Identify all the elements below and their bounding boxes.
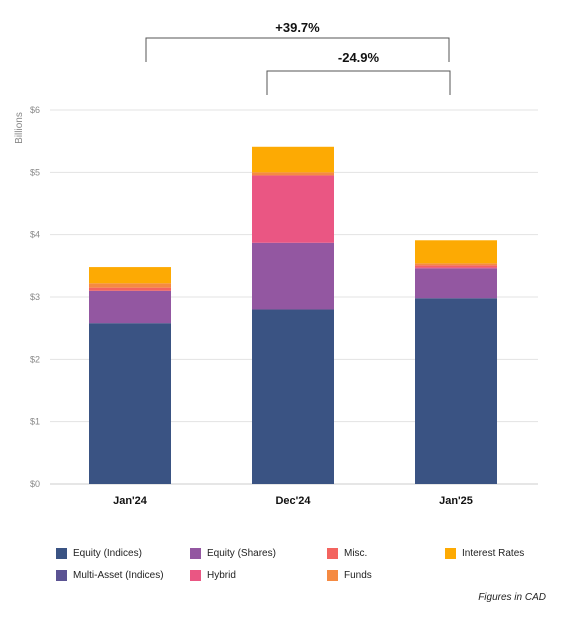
bar-segment: [252, 175, 334, 243]
stacked-bar-chart: $0$1$2$3$4$5$6 Billions Jan'24 Dec'24 Jan'…: [14, 20, 538, 507]
x-tick-label: Jan'25: [439, 495, 473, 507]
x-axis-ticks: Jan'24 Dec'24 Jan'25: [113, 495, 473, 507]
bar-segment: [89, 287, 171, 291]
bars: [89, 146, 497, 484]
bar-segment: [415, 263, 497, 266]
legend-label: Multi-Asset (Indices): [73, 570, 164, 581]
bar-segment: [89, 323, 171, 484]
bar-segment: [415, 298, 497, 484]
y-tick-label: $6: [30, 105, 40, 115]
y-axis-label: Billions: [14, 112, 25, 144]
legend-label: Equity (Shares): [207, 548, 276, 559]
annotation-label: -24.9%: [338, 50, 380, 65]
annotation-bracket: [145, 37, 450, 62]
annotation-bracket: [266, 70, 451, 95]
legend-swatch: [56, 570, 67, 581]
bar-group: [415, 240, 497, 484]
legend-item-misc: Misc.: [327, 548, 367, 559]
legend-label: Misc.: [344, 548, 368, 559]
bar-segment: [89, 267, 171, 284]
bar-segment: [89, 283, 171, 288]
bar-segment: [252, 172, 334, 176]
y-axis-ticks: $0 $1 $2 $3 $4 $5 $6: [30, 105, 40, 489]
y-tick-label: $3: [30, 292, 40, 302]
bar-segment: [415, 267, 497, 269]
bar-segment: [415, 240, 497, 264]
legend-label: Funds: [344, 570, 372, 581]
footnote: Figures in CAD: [478, 592, 546, 603]
legend-label: Hybrid: [207, 570, 236, 581]
x-tick-label: Dec'24: [275, 495, 311, 507]
legend-item-interest-rates: Interest Rates: [445, 548, 524, 559]
legend: Equity (Indices) Equity (Shares) Misc. I…: [0, 540, 572, 590]
y-tick-label: $2: [30, 354, 40, 364]
legend-label: Interest Rates: [462, 548, 525, 559]
x-tick-label: Jan'24: [113, 495, 148, 507]
y-tick-label: $5: [30, 167, 40, 177]
bar-segment: [89, 290, 171, 324]
bar-segment: [252, 309, 334, 484]
legend-swatch: [190, 570, 201, 581]
bar-segment: [252, 146, 334, 173]
legend-swatch: [190, 548, 201, 559]
legend-item-multi-asset-indices: Multi-Asset (Indices): [56, 570, 164, 581]
legend-item-funds: Funds: [327, 570, 372, 581]
bar-segment: [415, 265, 497, 268]
bar-segment: [415, 268, 497, 299]
y-tick-label: $4: [30, 230, 40, 240]
bar-group: [252, 146, 334, 484]
annotation-label: +39.7%: [275, 20, 320, 35]
bar-group: [89, 267, 171, 484]
legend-item-hybrid: Hybrid: [190, 570, 236, 581]
legend-swatch: [327, 570, 338, 581]
legend-swatch: [327, 548, 338, 559]
legend-item-equity-indices: Equity (Indices): [56, 548, 142, 559]
legend-swatch: [56, 548, 67, 559]
legend-label: Equity (Indices): [73, 548, 142, 559]
bar-segment: [252, 242, 334, 310]
legend-item-equity-shares: Equity (Shares): [190, 548, 276, 559]
y-tick-label: $1: [30, 417, 40, 427]
annotations: +39.7% -24.9%: [145, 20, 451, 95]
legend-swatch: [445, 548, 456, 559]
y-tick-label: $0: [30, 479, 40, 489]
